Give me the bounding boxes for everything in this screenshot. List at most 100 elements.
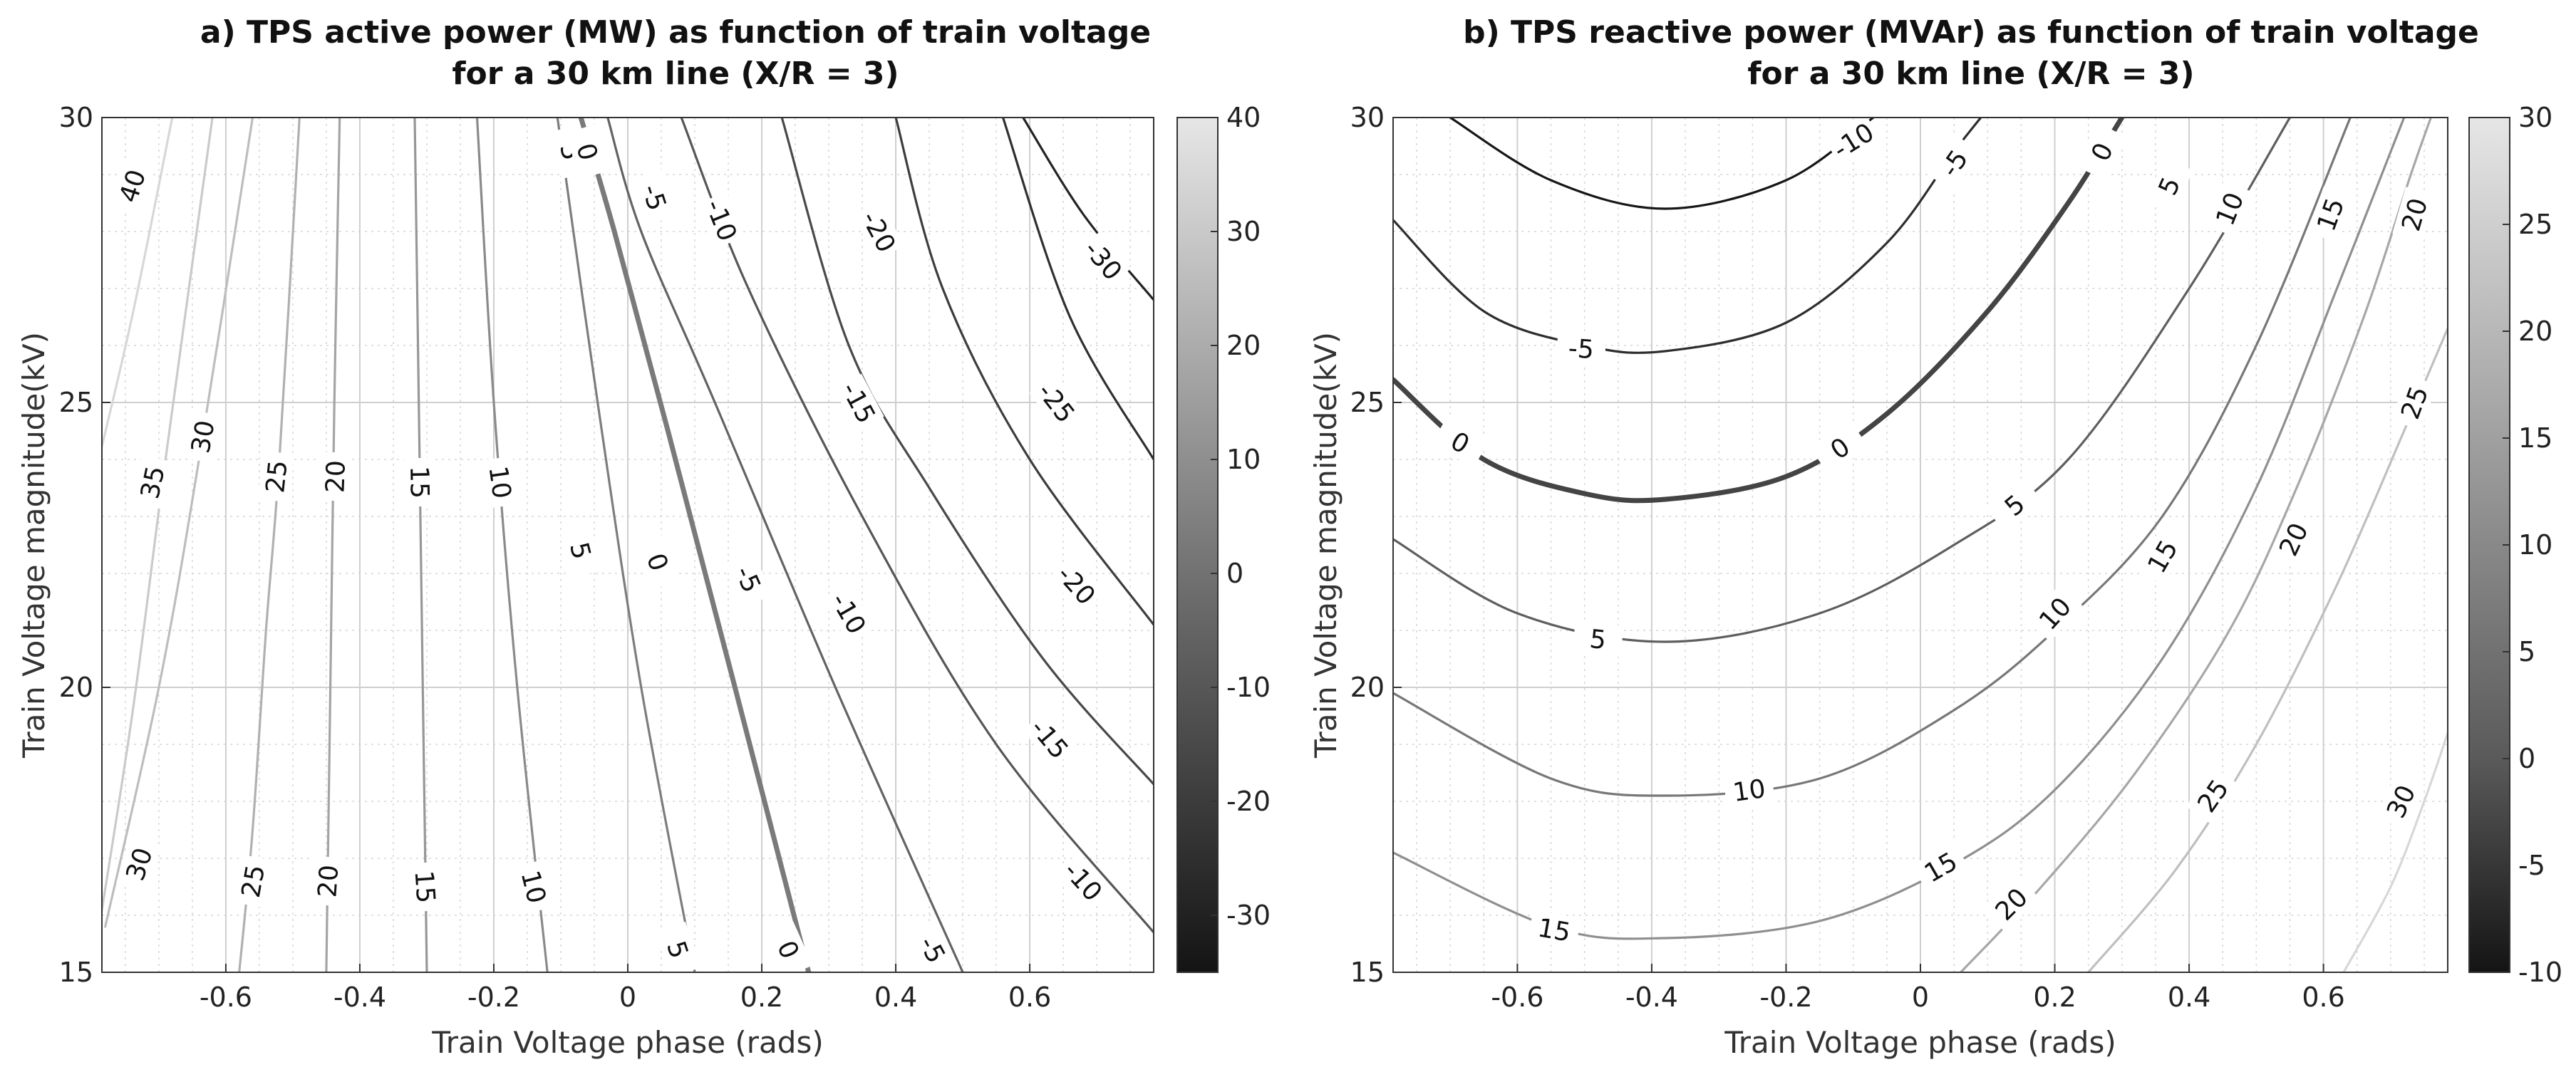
y-tick-label: 15 (59, 957, 93, 988)
contour-label-background (632, 169, 678, 226)
contour-label-background (2144, 157, 2193, 215)
y-tick-label: 25 (59, 387, 93, 418)
contour-line-level-35 (102, 118, 214, 917)
colorbar-tick-label: -20 (1226, 786, 1271, 817)
y-tick-label: 30 (59, 102, 93, 133)
contour-label: 10 (1731, 774, 1767, 808)
contour-label-background (232, 854, 273, 908)
contour-label-background (1985, 477, 2044, 533)
colorbar-tick-label: -5 (2518, 850, 2545, 881)
colorbar-tick-label: -30 (1226, 900, 1271, 931)
contour-line-level-20 (325, 118, 341, 972)
panel-b-contours (1393, 118, 2448, 972)
contour-line-level--25 (1001, 118, 1154, 461)
colorbar-tick-label: 30 (1226, 216, 1261, 247)
x-tick-label: -0.2 (467, 982, 520, 1013)
contour-label-background (1075, 231, 1132, 289)
panel-a-grid (102, 117, 1154, 973)
contour-label-background (1911, 841, 1970, 893)
contour-line-level--10 (1449, 118, 1875, 210)
contour-label-background (724, 550, 773, 608)
contour-line-level-40 (102, 118, 174, 452)
colorbar-tick-label: 15 (2518, 422, 2552, 454)
x-tick-label: -0.6 (200, 982, 252, 1013)
contour-line-level--30 (1022, 118, 1154, 301)
contour-line-level--5 (1393, 118, 1982, 354)
contour-line-level-30 (104, 118, 254, 928)
contour-line-level-5 (1393, 118, 2292, 643)
panel-a-colorbar-ticks: -30 -20 -10 0 10 20 30 40 (1211, 102, 1271, 931)
contour-label: 25 (261, 459, 294, 494)
x-tick-label: -0.6 (1491, 982, 1543, 1013)
panel-b-title-line-1: b) TPS reactive power (MVAr) as function… (1463, 14, 2479, 51)
contour-label-background (764, 920, 813, 979)
contour-label-background (2392, 187, 2436, 242)
contour-label-background (1029, 373, 1084, 432)
x-tick-label: 0.6 (1008, 982, 1051, 1013)
contour-label-background (1055, 853, 1112, 910)
panel-b-xlabel: Train Voltage phase (rads) (1724, 1025, 2116, 1060)
x-tick-label: -0.4 (1625, 982, 1678, 1013)
contour-label-background (116, 836, 162, 893)
contour-label: 25 (237, 863, 271, 900)
contour-label-background (833, 373, 884, 432)
contour-label-background (182, 410, 222, 464)
colorbar-tick-label: 30 (2518, 102, 2552, 133)
panel-b: b) TPS reactive power (MVAr) as function… (1308, 14, 2562, 1060)
contour-label: 20 (313, 864, 344, 899)
contour-label-background (1022, 709, 1077, 768)
panel-a: a) TPS active power (MW) as function of … (16, 14, 1271, 1060)
contour-label: 10 (482, 464, 516, 501)
contour-label-background (481, 456, 519, 509)
contour-label-background (2376, 772, 2426, 831)
contour-label-background (257, 450, 294, 503)
y-tick-label: 20 (1350, 672, 1385, 703)
contour-label-background (698, 192, 745, 249)
panel-a-title-line-1: a) TPS active power (MW) as function of … (200, 14, 1151, 51)
colorbar-tick-label: 5 (2518, 636, 2535, 667)
contour-label: 5 (1588, 625, 1608, 655)
contour-label-background (2307, 186, 2354, 243)
y-tick-label: 25 (1350, 387, 1385, 418)
contour-label-background (2391, 374, 2438, 431)
contour-label-background (2186, 766, 2240, 825)
contour-label-background (907, 920, 958, 979)
colorbar-tick-label: 25 (2518, 209, 2552, 240)
contour-label: -5 (1568, 334, 1595, 365)
contour-label-background (408, 861, 443, 912)
contour-label-background (823, 584, 875, 642)
panel-b-title-line-2: for a 30 km line (X/R = 3) (1747, 56, 2194, 92)
x-tick-label: 0 (619, 982, 636, 1013)
contour-label: 15 (404, 466, 434, 499)
contour-line-level-0 (578, 118, 812, 972)
contour-label-background (1527, 910, 1581, 949)
contour-line-level--5 (606, 118, 964, 972)
x-tick-label: 0.2 (2033, 982, 2076, 1013)
contour-label-background (1722, 771, 1776, 809)
panel-a-ticks: -0.6 -0.4 -0.2 0 0.2 0.4 0.6 15 20 25 30 (59, 102, 1052, 1013)
contour-label-background (318, 452, 352, 501)
contour-label: 15 (409, 870, 440, 905)
colorbar-tick-label: 20 (1226, 330, 1261, 361)
contour-label-background (512, 859, 555, 915)
x-tick-label: 0.6 (2302, 982, 2344, 1013)
contour-label-background (1572, 620, 1624, 657)
x-tick-label: 0.2 (740, 982, 783, 1013)
contour-label-background (109, 157, 155, 214)
x-tick-label: 0.4 (2168, 982, 2210, 1013)
contour-label: 30 (186, 418, 220, 455)
contour-line-level-10 (475, 118, 549, 972)
contour-label: 15 (1536, 913, 1573, 947)
contour-label-background (2027, 585, 2083, 642)
panel-a-contours (102, 118, 1154, 972)
contour-label-background (1927, 134, 1981, 192)
contour-label-background (131, 455, 173, 509)
colorbar-tick-label: 10 (1226, 444, 1261, 475)
x-tick-label: 0.4 (874, 982, 917, 1013)
colorbar-tick-label: -10 (1226, 672, 1271, 703)
contour-label-background (2268, 510, 2318, 568)
colorbar-tick-label: 0 (2518, 743, 2535, 774)
x-tick-label: 0 (1912, 982, 1929, 1013)
